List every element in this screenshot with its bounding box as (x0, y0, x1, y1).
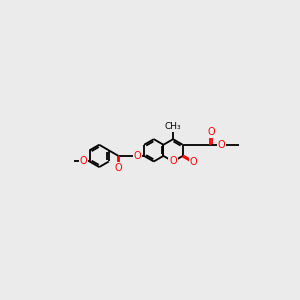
Text: O: O (189, 157, 197, 167)
Text: O: O (217, 140, 225, 150)
Text: CH₃: CH₃ (165, 122, 182, 131)
Text: O: O (169, 157, 177, 166)
Text: O: O (115, 163, 122, 173)
Text: O: O (207, 128, 215, 137)
Text: O: O (80, 157, 87, 166)
Text: O: O (134, 151, 141, 161)
